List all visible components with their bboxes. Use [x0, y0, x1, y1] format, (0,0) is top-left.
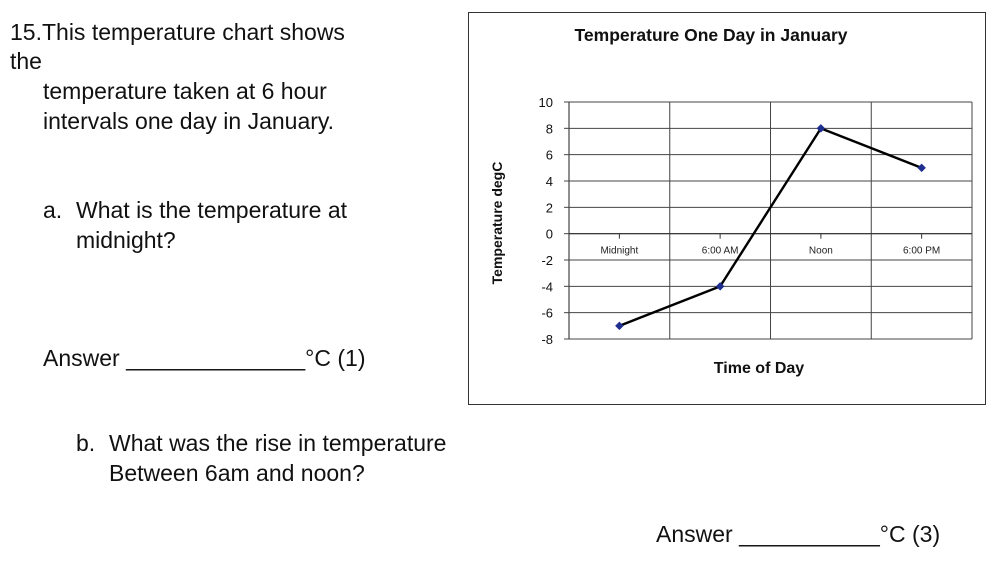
- y-axis-title: Temperature degC: [489, 162, 505, 285]
- part-b-label: b.: [76, 430, 96, 456]
- x-axis-title: Time of Day: [714, 360, 805, 377]
- part-b-line-2: Between 6am and noon?: [109, 460, 365, 486]
- series-line: [618, 127, 923, 327]
- temperature-line: [618, 127, 923, 327]
- data-point-marker: [615, 321, 624, 331]
- x-tick-label: Noon: [809, 246, 833, 257]
- y-tick-label: 8: [546, 121, 553, 136]
- question-heading-wrap: the: [10, 48, 42, 74]
- y-tick-label: -2: [541, 253, 553, 268]
- y-tick-labels: 10 8 6 4 2 0 -2 -4 -6 -8: [539, 95, 553, 347]
- part-a-line-2: midnight?: [76, 227, 176, 253]
- x-tick-label: 6:00 PM: [903, 246, 940, 257]
- y-tick-label: 6: [546, 148, 553, 163]
- y-tick-label: 4: [546, 174, 553, 189]
- y-tick-label: -8: [541, 332, 553, 347]
- y-tick-label: 10: [539, 95, 553, 110]
- part-a-label: a.: [43, 197, 63, 223]
- y-tick-label: -6: [541, 306, 553, 321]
- question-line-3: intervals one day in January.: [43, 108, 335, 134]
- part-b-line-1: What was the rise in temperature: [109, 430, 447, 456]
- chart-canvas: Temperature One Day in January 10 8 6 4 2 0 -2…: [489, 25, 973, 377]
- question-heading: 15.This temperature chart shows: [10, 19, 345, 45]
- x-tick-label: 6:00 AM: [702, 246, 739, 257]
- question-line-2: temperature taken at 6 hour: [43, 78, 327, 104]
- temperature-chart: Temperature One Day in January 10 8 6 4 2 0 -2…: [468, 12, 986, 405]
- x-tick-label: Midnight: [600, 246, 638, 257]
- y-tick-label: -4: [541, 279, 553, 294]
- data-point-marker: [917, 163, 926, 173]
- answer-b: Answer ___________°C (3): [656, 521, 941, 547]
- chart-title: Temperature One Day in January: [575, 25, 848, 45]
- axes: [564, 101, 973, 340]
- part-a-line-1: What is the temperature at: [76, 197, 348, 223]
- y-tick-label: 2: [546, 200, 553, 215]
- x-tick-labels: Midnight 6:00 AM Noon 6:00 PM: [600, 246, 940, 257]
- data-point-marker: [715, 281, 725, 291]
- y-tick-label: 0: [546, 227, 553, 242]
- data-point-marker: [816, 123, 826, 133]
- gridlines: [569, 101, 972, 339]
- data-points: [615, 123, 926, 331]
- answer-a: Answer ______________°C (1): [43, 345, 366, 371]
